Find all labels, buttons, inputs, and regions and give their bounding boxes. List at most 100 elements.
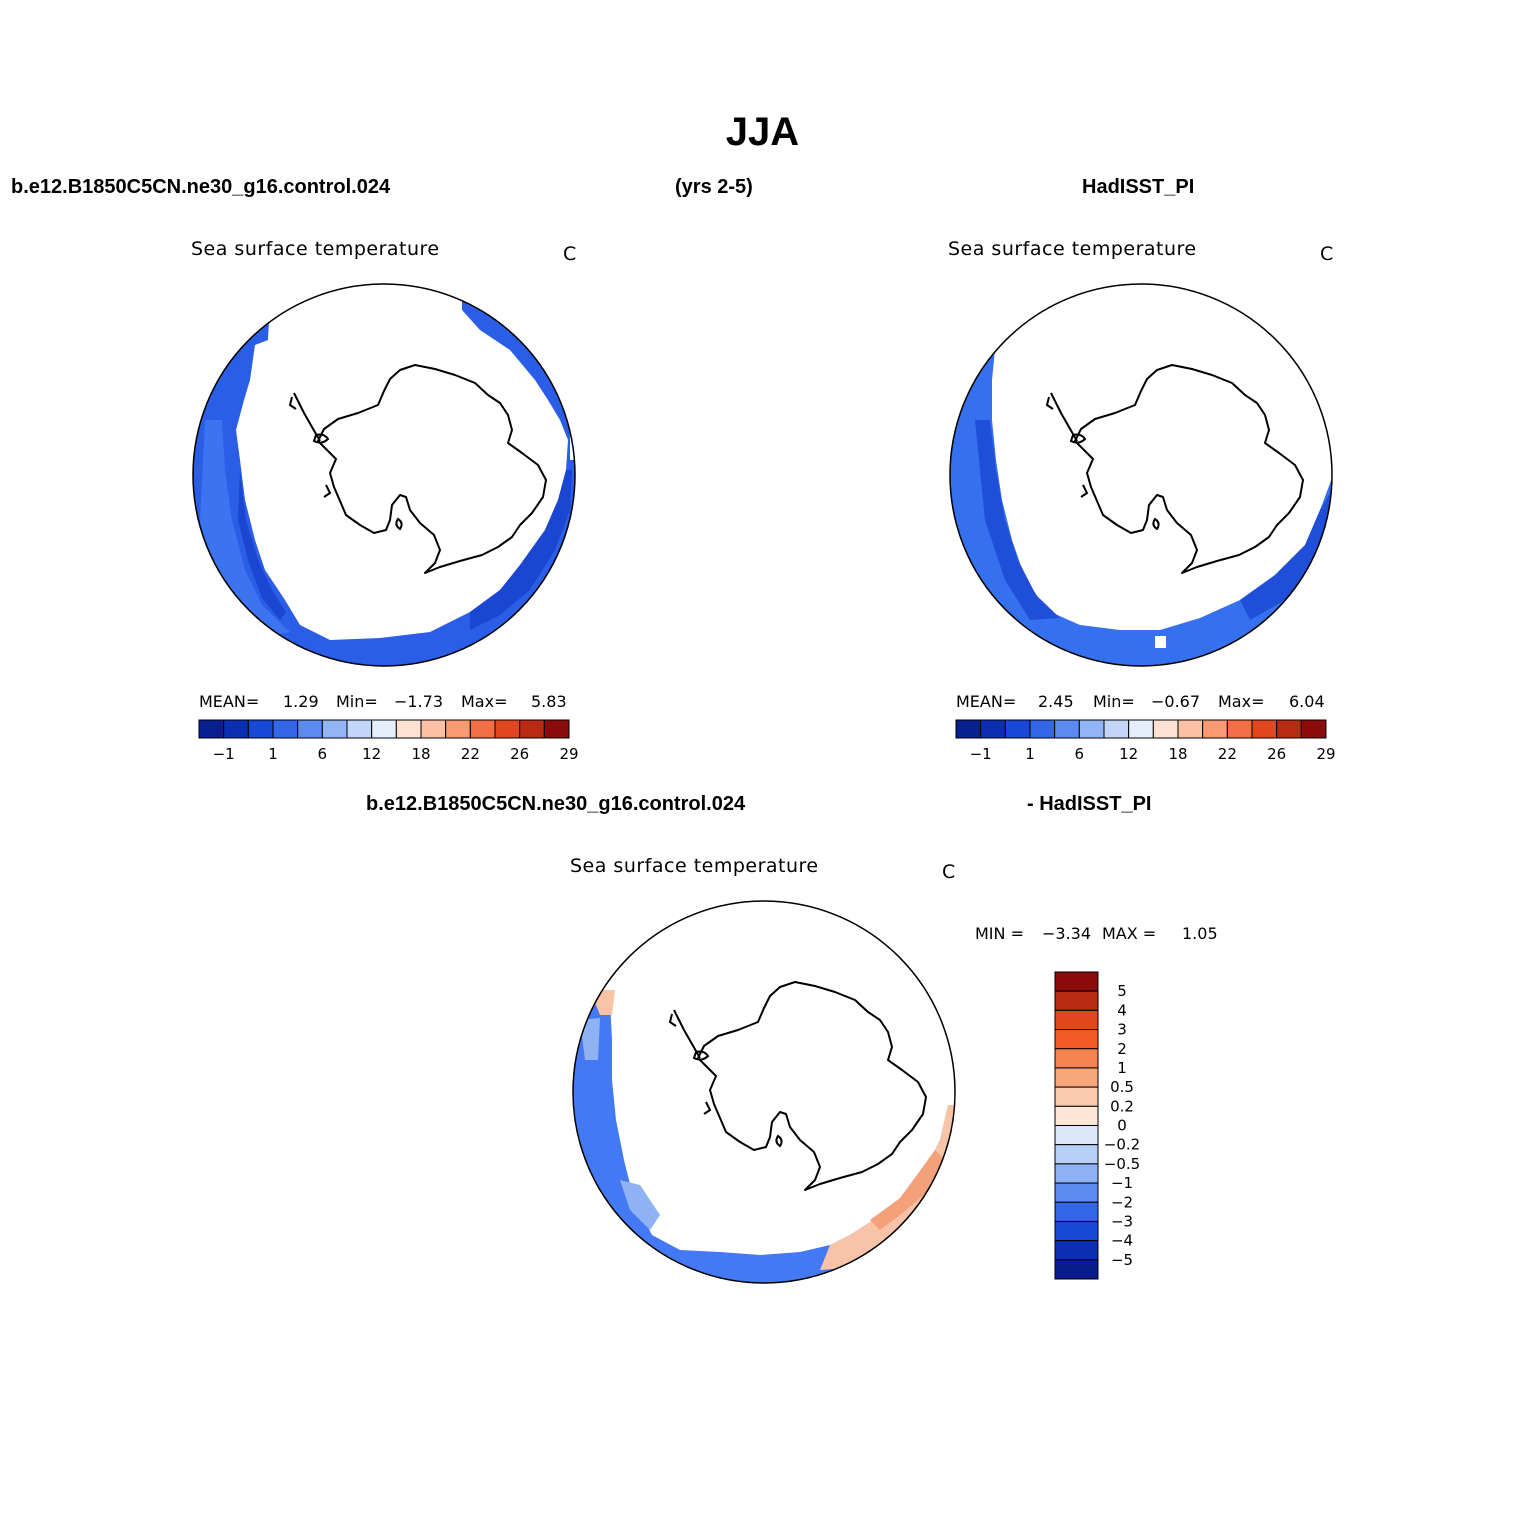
colorbar-tick-label: −5 (1111, 1251, 1133, 1269)
colorbar-swatch (1251, 719, 1278, 739)
colorbar-tick-label: 1 (268, 745, 278, 763)
colorbar-tick-label: 6 (318, 745, 328, 763)
diff-neg-light-south (620, 1180, 660, 1230)
colorbar-model: −1 1 6 12 18 22 26 29 (198, 719, 579, 763)
colorbar-swatch (980, 719, 1006, 739)
colorbar-swatch (519, 719, 545, 739)
colorbar-swatch (297, 719, 323, 739)
colorbar-swatch (1054, 990, 1099, 1011)
colorbar-tick-label: 0.2 (1110, 1097, 1134, 1115)
colorbar-swatch (1177, 719, 1204, 739)
colorbar-tick-label: 1 (1025, 745, 1035, 763)
colorbar-tick-label: 2 (1117, 1040, 1127, 1058)
colorbar-swatch (1054, 1201, 1099, 1222)
obs-name-label: HadISST_PI (1082, 176, 1195, 198)
colorbar-swatch (1054, 1105, 1099, 1126)
min-label-diff: MIN = (975, 924, 1024, 943)
map-boundary (572, 900, 956, 1284)
mean-label-obs: MEAN= (956, 692, 1017, 711)
colorbar-swatch (272, 719, 299, 739)
antarctica-coastline (289, 364, 547, 574)
colorbar-tick-label: 3 (1117, 1021, 1127, 1039)
colorbar-swatch (1029, 719, 1056, 739)
colorbar-swatch (1054, 1144, 1099, 1165)
years-label: (yrs 2-5) (675, 176, 753, 198)
map-model (192, 283, 576, 667)
colorbar-swatch (1054, 1067, 1099, 1088)
colorbar-tick-label: 0.5 (1110, 1078, 1134, 1096)
colorbar-tick-label: −2 (1111, 1193, 1133, 1211)
colorbar-swatch (1054, 1163, 1099, 1184)
max-label-diff: MAX = (1102, 924, 1157, 943)
colorbar-swatch (955, 719, 982, 739)
colorbar-swatch (346, 719, 373, 739)
diff-neg-light (580, 1018, 600, 1060)
colorbar-tick-label: 12 (1119, 745, 1138, 763)
antarctica-coastline (669, 981, 927, 1191)
mean-label-model: MEAN= (199, 692, 260, 711)
max-value-diff: 1.05 (1182, 924, 1218, 943)
colorbar-tick-label: 26 (510, 745, 529, 763)
max-label-model: Max= (461, 692, 508, 711)
colorbar-swatch (223, 719, 249, 739)
colorbar-tick-label: 18 (411, 745, 430, 763)
map-boundary (192, 283, 576, 667)
colorbar-swatch (1054, 719, 1080, 739)
model-gap (570, 430, 575, 460)
colorbar-swatch (494, 719, 521, 739)
colorbar-swatch (1276, 719, 1302, 739)
colorbar-tick-label: 6 (1075, 745, 1085, 763)
colorbar-swatch (1078, 719, 1105, 739)
map-obs (949, 283, 1333, 667)
panel-units-diff: C (942, 861, 956, 883)
colorbar-swatch (198, 719, 225, 739)
colorbar-swatch (1152, 719, 1179, 739)
colorbar-swatch (1054, 1182, 1099, 1203)
colorbar-tick-label: 22 (461, 745, 480, 763)
colorbar-tick-label: 29 (559, 745, 578, 763)
colorbar-swatch (1054, 971, 1099, 992)
colorbar-tick-label: 12 (362, 745, 381, 763)
colorbar-tick-label: 26 (1267, 745, 1286, 763)
colorbar-tick-label: −0.2 (1104, 1136, 1140, 1154)
map-diff (572, 900, 956, 1284)
min-value-diff: −3.34 (1042, 924, 1092, 943)
panel-units-obs: C (1320, 243, 1334, 265)
figure-title: JJA (725, 110, 800, 154)
colorbar-swatch (1202, 719, 1228, 739)
diff-left-label: b.e12.B1850C5CN.ne30_g16.control.024 (366, 793, 746, 815)
colorbar-swatch (469, 719, 496, 739)
colorbar-tick-label: −4 (1111, 1232, 1133, 1250)
colorbar-swatch (420, 719, 447, 739)
obs-sst-dark-band (975, 420, 1060, 620)
colorbar-obs: −1 1 6 12 18 22 26 29 (955, 719, 1336, 763)
max-value-obs: 6.04 (1289, 692, 1325, 711)
colorbar-swatch (1054, 1220, 1099, 1242)
diff-right-label: - HadISST_PI (1027, 793, 1152, 815)
case-name-label: b.e12.B1850C5CN.ne30_g16.control.024 (11, 176, 391, 198)
colorbar-tick-label: 5 (1117, 982, 1127, 1000)
panel-title-model: Sea surface temperature (191, 238, 440, 260)
colorbar-tick-label: 4 (1117, 1001, 1127, 1019)
colorbar-swatch (395, 719, 422, 739)
colorbar-tick-label: 1 (1117, 1059, 1127, 1077)
colorbar-tick-label: −3 (1111, 1212, 1133, 1230)
panel-units-model: C (563, 243, 577, 265)
colorbar-tick-label: −1 (213, 745, 235, 763)
colorbar-swatch (371, 719, 397, 739)
map-boundary (949, 283, 1333, 667)
colorbar-swatch (1054, 1029, 1099, 1050)
colorbar-swatch (543, 719, 570, 739)
colorbar-tick-label: −0.5 (1104, 1155, 1140, 1173)
obs-gap (1155, 636, 1166, 648)
obs-sst-dark-east (1240, 490, 1332, 620)
diff-pos-strong (870, 1150, 945, 1230)
min-label-obs: Min= (1093, 692, 1135, 711)
model-sst-dark-east (470, 470, 572, 630)
colorbar-swatch (1054, 1086, 1099, 1107)
colorbar-tick-label: 29 (1316, 745, 1335, 763)
colorbar-swatch (1004, 719, 1031, 739)
colorbar-swatch (1054, 1125, 1099, 1146)
